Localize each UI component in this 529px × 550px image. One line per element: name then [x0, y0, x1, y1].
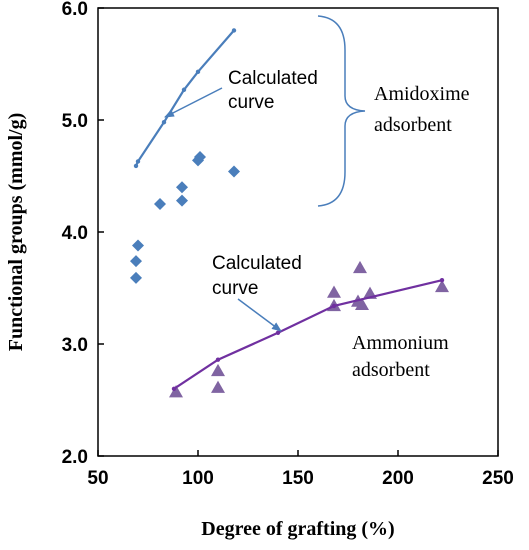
curve-point [161, 120, 167, 125]
curve-point [171, 386, 177, 391]
amidoxime-label-line2: adsorbent [374, 114, 452, 136]
y-tick-label: 5.0 [62, 111, 88, 132]
x-tick-label: 50 [87, 468, 108, 489]
amidoxime-label-line1: Amidoxime [374, 83, 470, 105]
curve-point [231, 28, 237, 33]
x-tick-label: 250 [482, 468, 514, 489]
calc-curve-1-label-line1: Calculated [228, 68, 318, 89]
x-tick-label: 200 [382, 468, 414, 489]
calculated-curve-line [134, 29, 235, 167]
series-layer [130, 28, 449, 398]
y-tick-label: 2.0 [62, 447, 88, 468]
y-tick-label: 3.0 [62, 335, 88, 356]
curve-point [439, 277, 445, 283]
calc-curve-2-label-line2: curve [212, 278, 258, 299]
amidoxime-data-point [176, 194, 188, 207]
ammonium-data-point [435, 279, 449, 293]
x-tick-label: 150 [282, 468, 314, 489]
curve-point [195, 69, 201, 75]
curve-point [215, 357, 221, 362]
y-tick-label: 6.0 [62, 0, 88, 20]
curve-point [275, 330, 281, 335]
x-axis-title: Degree of grafting (%) [201, 518, 394, 540]
ammonium-data-point [353, 260, 367, 274]
amidoxime-data-point [176, 181, 188, 194]
y-axis-title: Functional groups (mmol/g) [5, 113, 27, 352]
ammonium-data-point [211, 363, 225, 377]
calc-curve-1-label-line2: curve [228, 92, 274, 113]
series-1 [133, 28, 237, 169]
calc-curve-1-arrow [164, 87, 223, 118]
amidoxime-data-point [130, 271, 142, 284]
ammonium-data-point [327, 285, 341, 298]
calc-curve-2-label-line1: Calculated [212, 253, 302, 274]
amidoxime-data-point [154, 198, 166, 210]
ammonium-data-point [169, 385, 183, 398]
calc-curve-2-arrow [237, 298, 282, 332]
curve-point [331, 303, 337, 309]
ammonium-label-line2: adsorbent [352, 359, 430, 381]
x-axis-ticks: 50 100 150 200 250 [87, 450, 514, 489]
y-axis-ticks: 2.0 3.0 4.0 5.0 6.0 [62, 0, 104, 468]
amidoxime-data-point [228, 165, 240, 178]
curve-point [181, 87, 187, 92]
amidoxime-data-point [132, 239, 144, 252]
ammonium-label-line1: Ammonium [352, 332, 449, 354]
x-tick-label: 100 [182, 468, 214, 489]
curve-point [133, 163, 139, 169]
series-0 [130, 150, 240, 284]
amidoxime-data-point [194, 150, 206, 163]
series-3 [171, 277, 445, 391]
ammonium-data-point [211, 380, 225, 393]
curve-point [135, 159, 141, 164]
amidoxime-bracket [317, 15, 366, 207]
ammonium-data-point [355, 297, 369, 311]
amidoxime-data-point [130, 255, 142, 268]
y-tick-label: 4.0 [62, 223, 88, 244]
